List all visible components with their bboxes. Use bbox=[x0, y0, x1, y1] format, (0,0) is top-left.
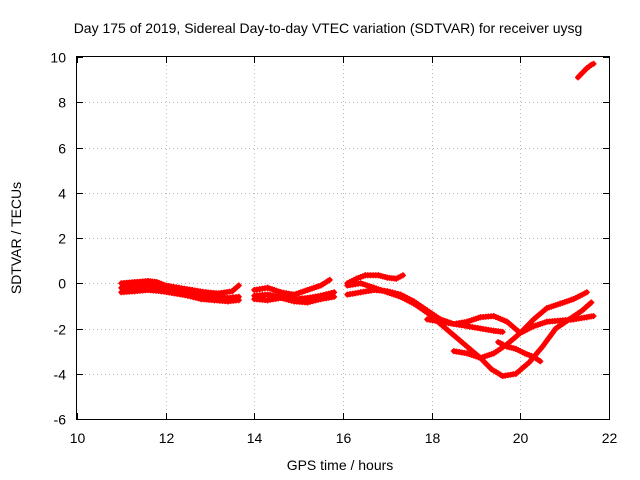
x-tick-label: 14 bbox=[247, 430, 263, 446]
y-tick-label: -2 bbox=[54, 322, 67, 338]
data-point bbox=[583, 289, 590, 296]
series-track-j bbox=[424, 316, 506, 335]
x-tick-label: 20 bbox=[513, 430, 529, 446]
axes: 10 12 14 16 18 20 22 -6 -4 -2 0 2 4 6 8 10 bbox=[50, 50, 617, 447]
series-group bbox=[118, 60, 597, 379]
data-point bbox=[590, 313, 597, 320]
y-tick-label: 0 bbox=[58, 276, 66, 292]
data-point bbox=[588, 299, 595, 306]
y-tick-label: -6 bbox=[54, 412, 67, 428]
y-tick-label: 8 bbox=[58, 95, 66, 111]
series-track-f bbox=[251, 293, 338, 306]
data-point bbox=[399, 272, 406, 279]
data-point bbox=[235, 282, 242, 289]
y-tick-label: 2 bbox=[58, 231, 66, 247]
plot-frame bbox=[76, 56, 610, 420]
data-point bbox=[590, 60, 597, 67]
y-tick-label: 10 bbox=[50, 50, 66, 66]
y-tick-label: -4 bbox=[54, 367, 67, 383]
data-point bbox=[326, 276, 333, 283]
data-point bbox=[499, 328, 506, 335]
series-track-c bbox=[118, 287, 242, 305]
series-track-l bbox=[495, 339, 544, 365]
y-axis-label: SDTVAR / TECUs bbox=[8, 182, 24, 294]
y-tick-label: 6 bbox=[58, 141, 66, 157]
chart-title: Day 175 of 2019, Sidereal Day-to-day VTE… bbox=[74, 20, 583, 36]
x-tick-label: 18 bbox=[425, 430, 441, 446]
x-tick-label: 22 bbox=[602, 430, 618, 446]
y-tick-label: 4 bbox=[58, 186, 66, 202]
data-point bbox=[537, 358, 544, 365]
series-track-k bbox=[450, 313, 597, 361]
series-track-g bbox=[344, 272, 406, 287]
x-tick-label: 10 bbox=[70, 430, 86, 446]
data-point bbox=[235, 297, 242, 304]
x-tick-label: 16 bbox=[336, 430, 352, 446]
data-point bbox=[331, 293, 338, 300]
series-track-m bbox=[575, 60, 597, 81]
x-axis-label: GPS time / hours bbox=[287, 457, 394, 473]
x-tick-label: 12 bbox=[159, 430, 175, 446]
